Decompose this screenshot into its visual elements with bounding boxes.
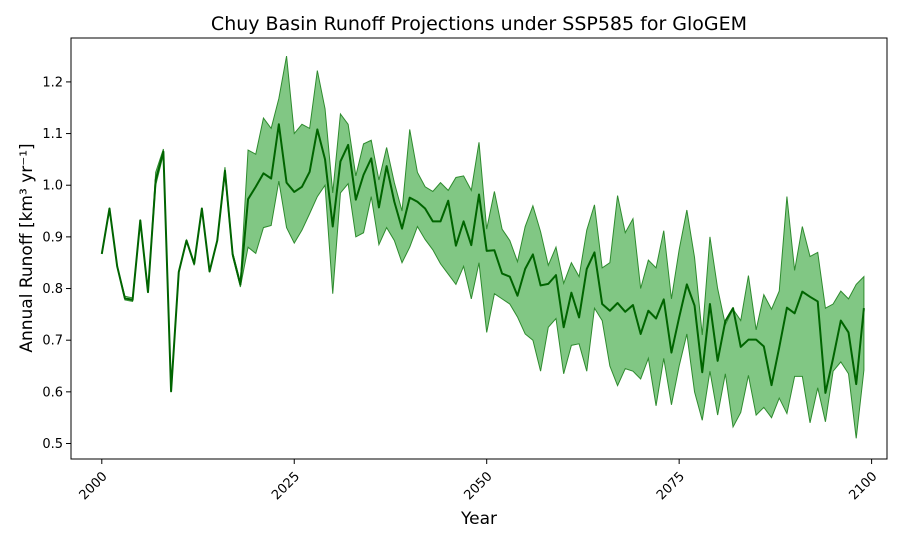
y-axis-label: Annual Runoff [km³ yr⁻¹] [17, 143, 37, 352]
plot-area [100, 55, 865, 439]
y-tick-label: 1.2 [42, 75, 63, 90]
x-tick-label: 2025 [269, 469, 303, 503]
chart-title: Chuy Basin Runoff Projections under SSP5… [211, 13, 747, 35]
mean-runoff-line [100, 123, 865, 394]
x-axis-label: Year [460, 509, 497, 529]
y-tick-label: 0.5 [42, 437, 63, 452]
y-tick-label: 0.9 [42, 230, 63, 245]
x-tick-label: 2100 [846, 469, 880, 503]
y-tick-label: 0.7 [42, 334, 63, 349]
x-tick-label: 2000 [77, 469, 111, 503]
plot-frame [70, 37, 888, 460]
y-tick-label: 1.0 [42, 179, 63, 194]
y-tick-label: 1.1 [42, 127, 63, 142]
y-tick-label: 0.8 [42, 282, 63, 297]
x-tick-label: 2050 [462, 469, 496, 503]
y-tick-label: 0.6 [42, 385, 63, 400]
x-tick-label: 2075 [654, 469, 688, 503]
